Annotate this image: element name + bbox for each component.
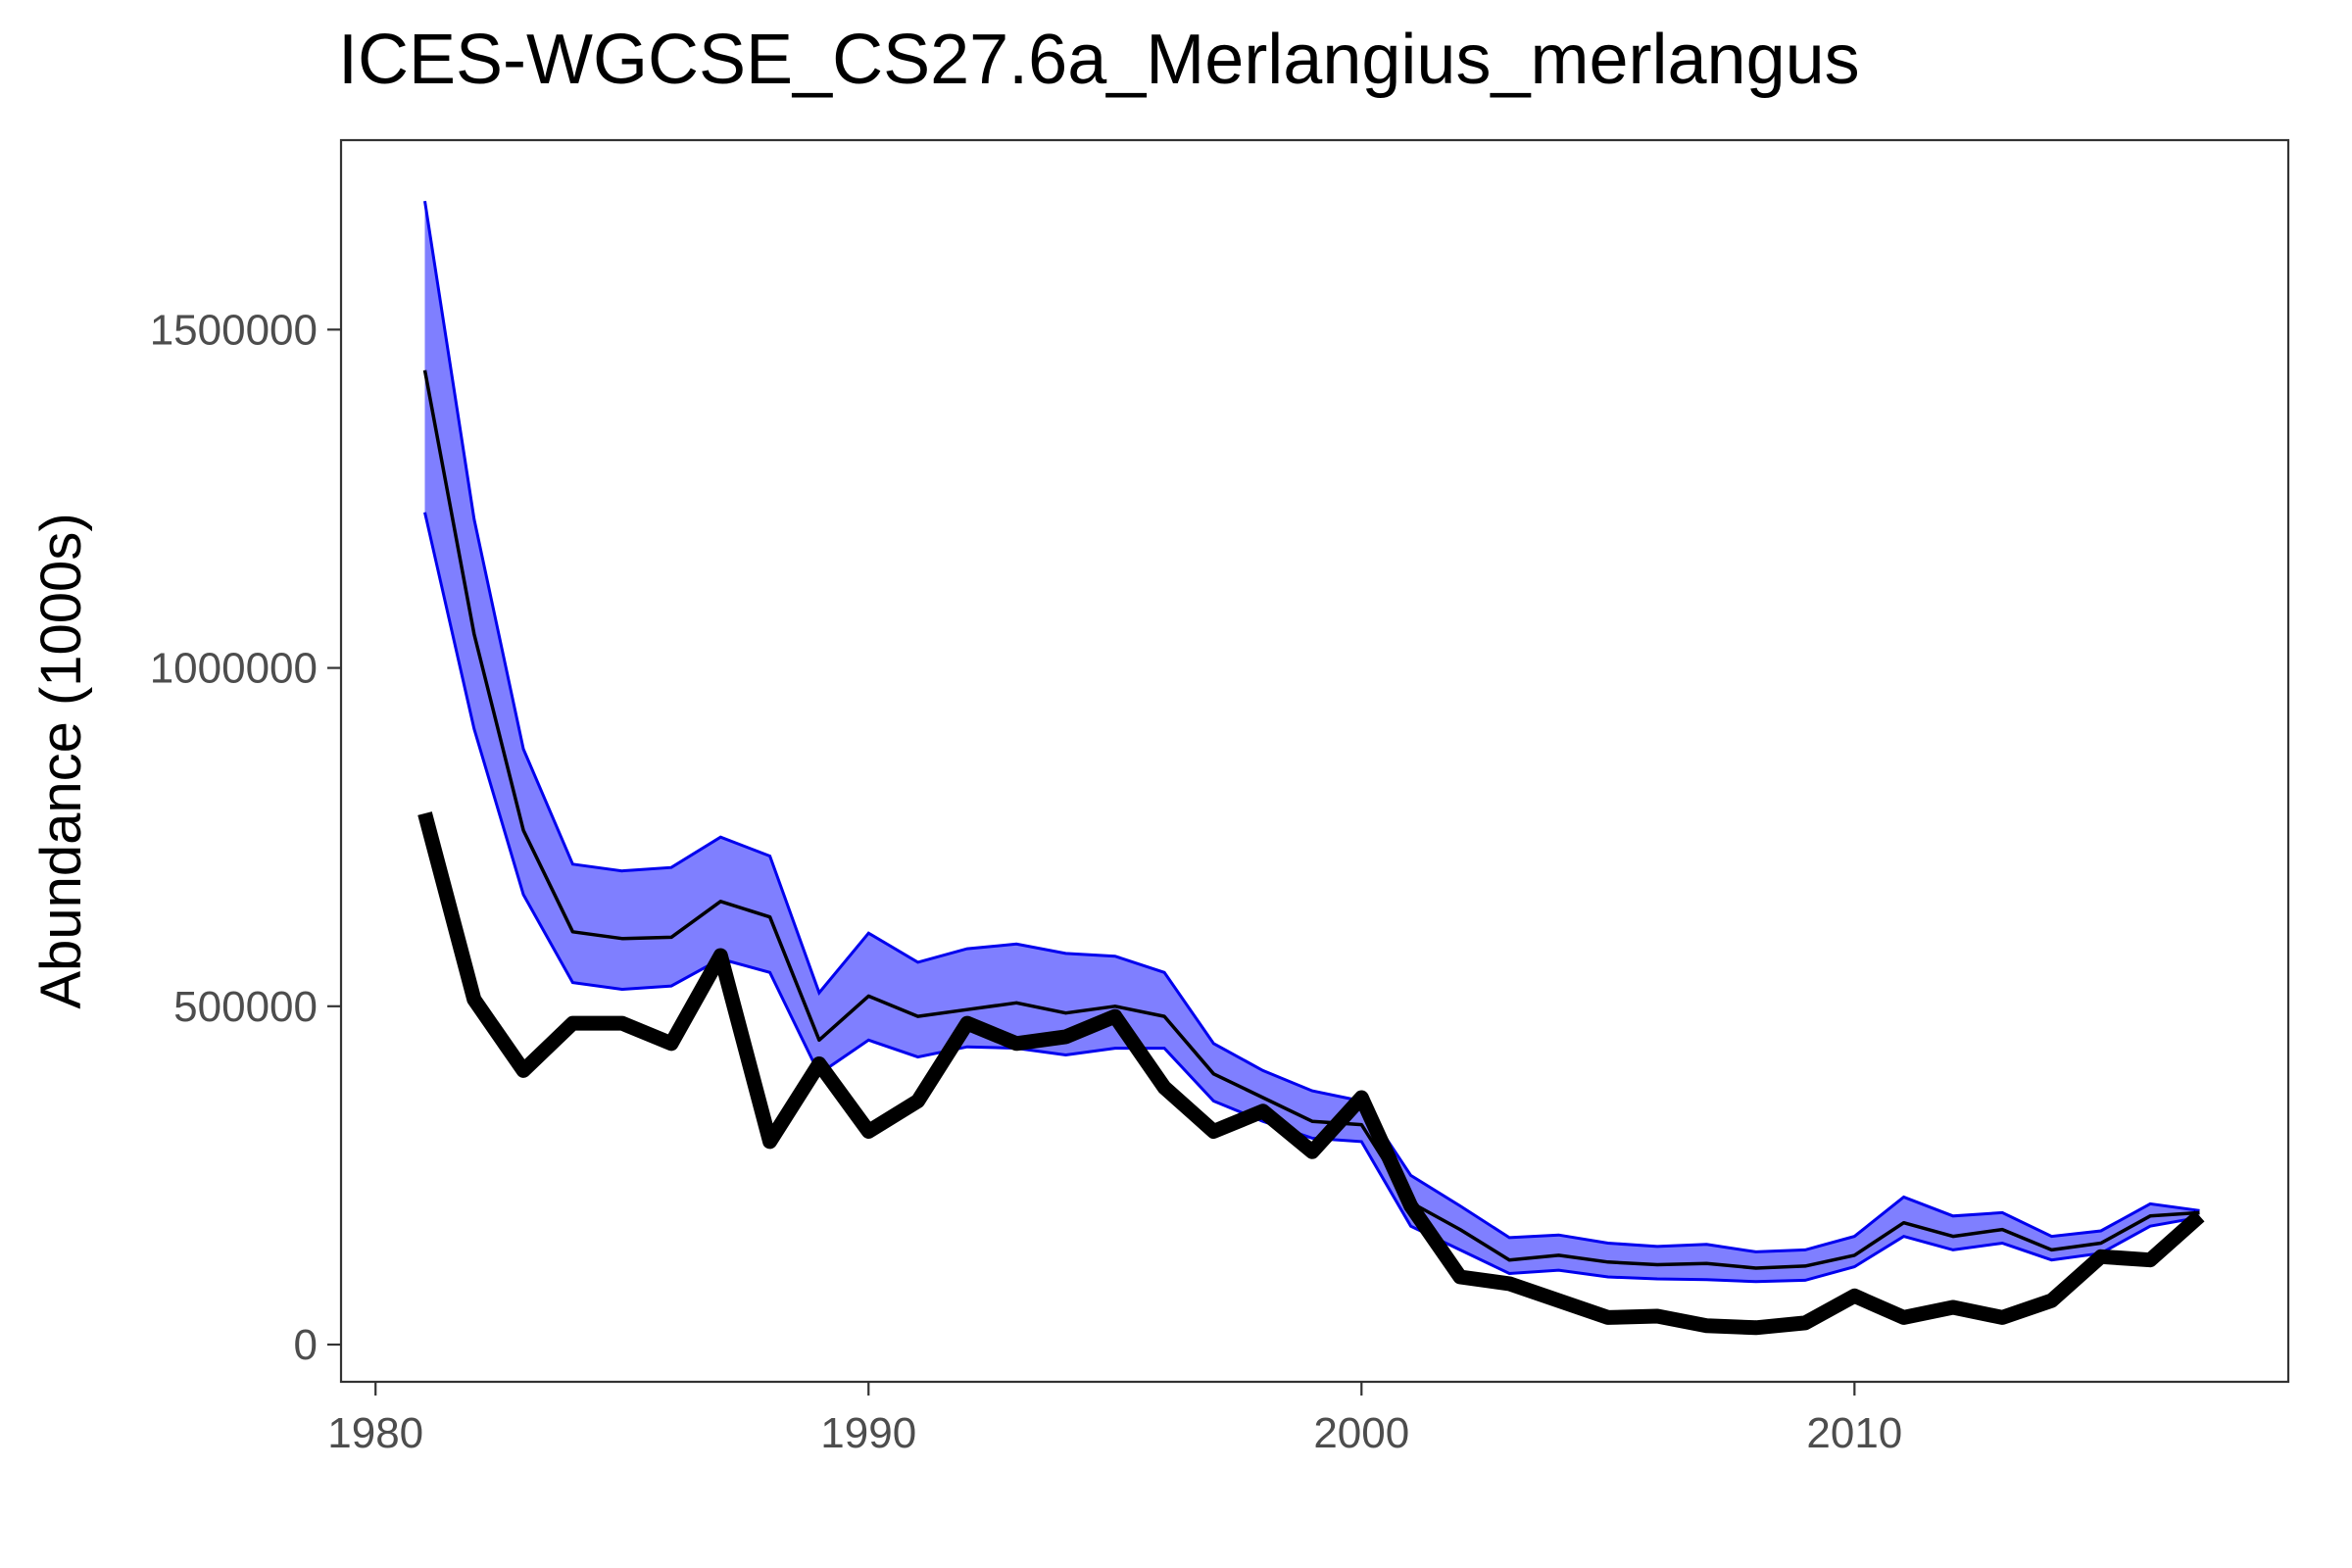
series-line-layer bbox=[417, 369, 2205, 1336]
x-tick-label: 1990 bbox=[820, 1409, 916, 1457]
chart-title: ICES-WGCSE_CS27.6a_Merlangius_merlangus bbox=[338, 21, 1860, 99]
y-tick-label: 1500000 bbox=[150, 306, 318, 354]
confidence-band bbox=[424, 201, 2200, 1282]
plot-panel-border bbox=[339, 138, 2290, 1384]
x-tick-label: 2000 bbox=[1313, 1409, 1409, 1457]
median-estimate-line bbox=[422, 369, 2200, 1270]
x-tick-label: 2010 bbox=[1806, 1409, 1902, 1457]
observed-abundance-line bbox=[417, 811, 2205, 1336]
upper-bound-line bbox=[423, 200, 2200, 1253]
x-axis: 1980 1990 2000 2010 bbox=[327, 1382, 1902, 1457]
y-axis: 0 500000 1000000 1500000 bbox=[150, 306, 341, 1369]
y-tick-label: 0 bbox=[294, 1321, 318, 1369]
x-tick-label: 1980 bbox=[327, 1409, 423, 1457]
y-tick-label: 1000000 bbox=[150, 645, 318, 693]
y-tick-label: 500000 bbox=[173, 983, 318, 1031]
y-axis-label: Abundance (1000s) bbox=[29, 513, 93, 1008]
